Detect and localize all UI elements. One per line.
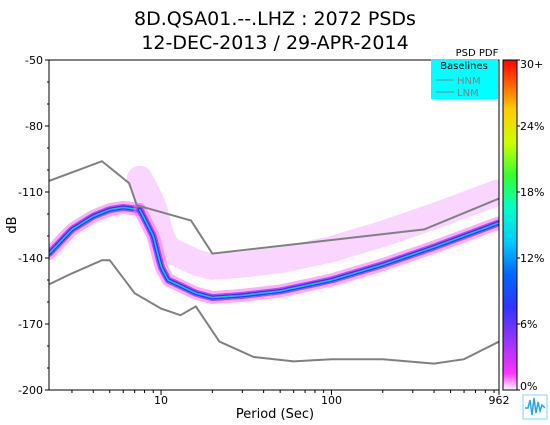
colorbar-tick-label: 24% (520, 120, 544, 133)
series-line-lnm (49, 259, 499, 365)
colorbar-tick-label: 0% (520, 380, 537, 393)
density-band-2-layer-4 (138, 208, 499, 299)
series-line-hnm (49, 160, 499, 255)
y-tick-label: -140 (18, 252, 43, 265)
y-axis-label: dB (5, 216, 20, 233)
chart-title: 8D.QSA01.--.LHZ : 2072 PSDs (134, 8, 416, 30)
legend-title: Baselines (440, 61, 488, 72)
y-tick-label: -170 (18, 318, 43, 331)
x-axis-label: Period (Sec) (236, 407, 314, 422)
legend: Baselines HNM LNM (431, 59, 498, 99)
colorbar-ticks: 0% 6% 12% 18% 24% 30+ (517, 58, 544, 393)
y-tick-label: -50 (25, 54, 43, 67)
y-tick-label: -110 (18, 186, 43, 199)
plot-area (49, 60, 499, 390)
colorbar-tick-label: 6% (520, 318, 537, 331)
y-tick-label: -200 (18, 384, 43, 397)
x-axis: 10 100 962 (71, 390, 510, 407)
density-band-1-layer-4 (49, 206, 140, 255)
y-tick-label: -80 (25, 120, 43, 133)
colorbar-tick-label: 18% (520, 186, 544, 199)
psd-density-cloud (49, 165, 499, 304)
x-tick-label: 100 (321, 394, 342, 407)
iris-logo-icon (522, 394, 548, 420)
y-axis: -50 -80 -110 -140 -170 -200 (18, 54, 49, 397)
colorbar-label: PSD PDF (456, 48, 499, 59)
colorbar (502, 59, 518, 391)
legend-entry-lnm: LNM (457, 88, 479, 99)
plot-frame (48, 59, 500, 391)
legend-entry-hnm: HNM (457, 76, 481, 87)
colorbar-tick-label: 30+ (520, 58, 543, 71)
x-tick-label: 10 (154, 394, 168, 407)
colorbar-tick-label: 12% (520, 252, 544, 265)
baseline-lines (49, 160, 499, 365)
chart-subtitle: 12-DEC-2013 / 29-APR-2014 (141, 32, 408, 54)
x-tick-label: 962 (489, 394, 510, 407)
